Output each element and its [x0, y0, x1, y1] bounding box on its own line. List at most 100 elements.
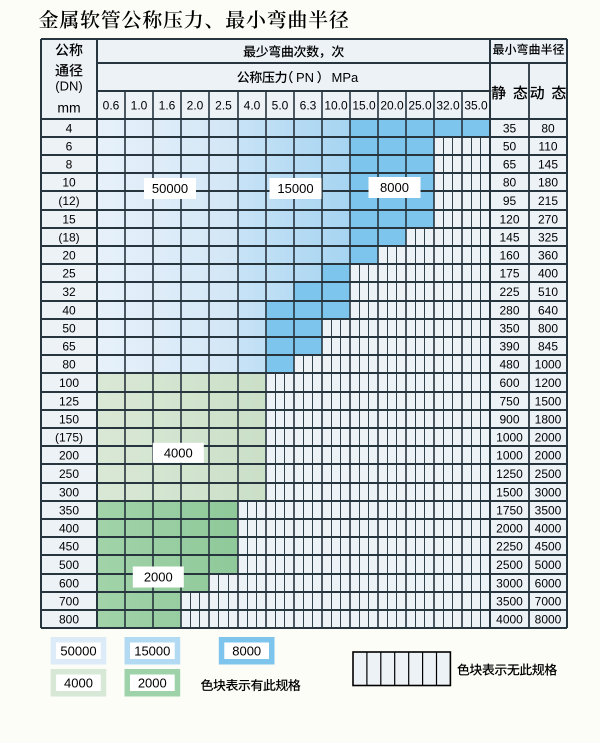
- svg-text:PN: PN: [296, 70, 314, 85]
- svg-text:5.0: 5.0: [272, 98, 289, 112]
- svg-text:325: 325: [538, 230, 558, 244]
- svg-text:20: 20: [62, 248, 76, 262]
- svg-text:4000: 4000: [164, 445, 193, 460]
- svg-text:120: 120: [499, 212, 519, 226]
- svg-text:3500: 3500: [496, 594, 523, 608]
- svg-text:110: 110: [538, 139, 557, 153]
- svg-text:50: 50: [503, 139, 517, 153]
- svg-text:500: 500: [59, 558, 79, 572]
- svg-text:4000: 4000: [64, 675, 93, 690]
- svg-text:2.0: 2.0: [187, 98, 204, 112]
- svg-text:1.0: 1.0: [131, 98, 148, 112]
- svg-text:360: 360: [538, 248, 558, 262]
- svg-text:1000: 1000: [535, 357, 562, 371]
- svg-text:6: 6: [66, 139, 73, 153]
- svg-text:32.0: 32.0: [436, 98, 460, 112]
- svg-text:350: 350: [499, 321, 519, 335]
- svg-text:175: 175: [499, 266, 519, 280]
- svg-text:80: 80: [541, 121, 555, 135]
- svg-text:1250: 1250: [496, 467, 523, 481]
- svg-text:25.0: 25.0: [408, 98, 432, 112]
- svg-text:2000: 2000: [535, 448, 562, 462]
- svg-text:3000: 3000: [535, 485, 562, 499]
- svg-text:4.0: 4.0: [244, 98, 261, 112]
- svg-text:350: 350: [59, 503, 79, 517]
- svg-text:2000: 2000: [144, 570, 173, 585]
- svg-text:145: 145: [499, 230, 519, 244]
- svg-text:270: 270: [538, 212, 558, 226]
- svg-text:150: 150: [59, 412, 79, 426]
- svg-text:15.0: 15.0: [352, 98, 376, 112]
- svg-text:2500: 2500: [496, 558, 523, 572]
- svg-text:800: 800: [59, 612, 79, 626]
- svg-text:35: 35: [503, 121, 517, 135]
- svg-text:15000: 15000: [134, 643, 170, 658]
- svg-text:65: 65: [62, 339, 76, 353]
- svg-text:160: 160: [499, 248, 519, 262]
- svg-text:(18): (18): [58, 230, 79, 244]
- svg-text:8000: 8000: [535, 612, 562, 626]
- svg-text:845: 845: [538, 339, 558, 353]
- svg-text:4: 4: [66, 121, 73, 135]
- svg-text:480: 480: [499, 357, 519, 371]
- svg-text:700: 700: [59, 594, 79, 608]
- svg-text:1500: 1500: [535, 394, 562, 408]
- svg-text:4500: 4500: [535, 539, 562, 553]
- svg-text:125: 125: [59, 394, 79, 408]
- svg-text:15: 15: [62, 212, 76, 226]
- svg-text:15000: 15000: [277, 181, 313, 196]
- svg-text:800: 800: [538, 321, 558, 335]
- svg-text:2000: 2000: [138, 675, 167, 690]
- svg-text:80: 80: [62, 357, 76, 371]
- svg-text:600: 600: [59, 576, 79, 590]
- svg-text:4000: 4000: [496, 612, 523, 626]
- svg-text:50: 50: [62, 321, 76, 335]
- svg-text:1200: 1200: [535, 376, 562, 390]
- svg-text:1000: 1000: [496, 430, 523, 444]
- svg-text:1500: 1500: [496, 485, 523, 499]
- svg-text:180: 180: [538, 175, 558, 189]
- svg-text:145: 145: [538, 157, 558, 171]
- svg-text:600: 600: [499, 376, 519, 390]
- svg-text:(DN): (DN): [55, 79, 82, 94]
- svg-text:80: 80: [503, 175, 517, 189]
- svg-text:450: 450: [59, 539, 79, 553]
- svg-text:750: 750: [499, 394, 519, 408]
- svg-text:32: 32: [62, 285, 76, 299]
- svg-text:6000: 6000: [535, 576, 562, 590]
- svg-text:3000: 3000: [496, 576, 523, 590]
- svg-text:10: 10: [62, 175, 76, 189]
- svg-text:0.6: 0.6: [103, 98, 120, 112]
- svg-text:510: 510: [538, 285, 558, 299]
- svg-text:390: 390: [499, 339, 519, 353]
- svg-text:5000: 5000: [535, 558, 562, 572]
- svg-text:10.0: 10.0: [324, 98, 348, 112]
- svg-text:300: 300: [59, 485, 79, 499]
- svg-text:8000: 8000: [232, 643, 261, 658]
- svg-text:25: 25: [62, 266, 76, 280]
- svg-text:4000: 4000: [535, 521, 562, 535]
- svg-text:2.5: 2.5: [215, 98, 232, 112]
- svg-text:MPa: MPa: [332, 70, 360, 85]
- svg-text:3500: 3500: [535, 503, 562, 517]
- svg-text:95: 95: [503, 194, 517, 208]
- svg-text:mm: mm: [57, 99, 80, 115]
- svg-text:2250: 2250: [496, 539, 523, 553]
- svg-text:(175): (175): [55, 430, 83, 444]
- svg-text:65: 65: [503, 157, 517, 171]
- svg-text:225: 225: [499, 285, 519, 299]
- svg-text:400: 400: [59, 521, 79, 535]
- svg-text:2000: 2000: [496, 521, 523, 535]
- svg-text:40: 40: [62, 303, 76, 317]
- svg-text:1800: 1800: [535, 412, 562, 426]
- svg-text:640: 640: [538, 303, 558, 317]
- svg-text:2500: 2500: [535, 467, 562, 481]
- svg-text:8000: 8000: [380, 180, 409, 195]
- svg-text:50000: 50000: [60, 643, 96, 658]
- svg-text:200: 200: [59, 448, 79, 462]
- svg-text:215: 215: [538, 194, 558, 208]
- svg-text:7000: 7000: [535, 594, 562, 608]
- svg-text:20.0: 20.0: [380, 98, 404, 112]
- svg-text:1.6: 1.6: [159, 98, 176, 112]
- svg-text:6.3: 6.3: [300, 98, 317, 112]
